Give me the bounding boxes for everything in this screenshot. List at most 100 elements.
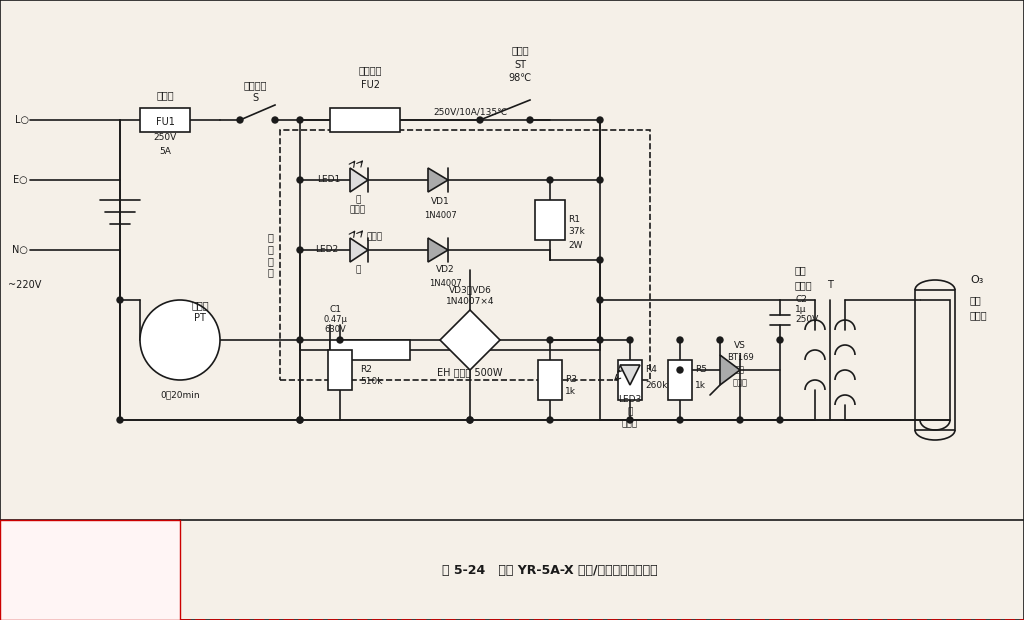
Text: E○: E○ (12, 175, 28, 185)
Text: 单向: 单向 (735, 366, 745, 374)
Text: LED2: LED2 (314, 246, 338, 254)
Bar (330, 108, 400, 132)
Text: T: T (827, 280, 833, 290)
Text: www.ejdz.cn: www.ejdz.cn (67, 570, 114, 580)
Polygon shape (620, 365, 640, 385)
Text: 图 5-24   康洋 YR-5A-X 消毒/温热饮水机电路图: 图 5-24 康洋 YR-5A-X 消毒/温热饮水机电路图 (442, 564, 657, 577)
Circle shape (527, 117, 534, 123)
Circle shape (547, 417, 553, 423)
Circle shape (677, 367, 683, 373)
Text: R1: R1 (568, 216, 580, 224)
Text: 260k: 260k (645, 381, 668, 389)
Text: 2W: 2W (568, 241, 583, 249)
Text: S: S (252, 93, 258, 103)
Text: R5: R5 (695, 366, 707, 374)
Text: 升压: 升压 (795, 265, 807, 275)
Text: 510k: 510k (360, 378, 383, 386)
Text: 放电管: 放电管 (970, 310, 987, 320)
Circle shape (297, 117, 303, 123)
Text: 37k: 37k (568, 228, 585, 236)
Circle shape (297, 337, 303, 343)
Text: 变压器: 变压器 (795, 280, 813, 290)
Text: PT: PT (195, 313, 206, 323)
Text: 1N4007×4: 1N4007×4 (445, 298, 495, 306)
Circle shape (597, 337, 603, 343)
Text: 1N4007: 1N4007 (429, 278, 462, 288)
Text: 1μ: 1μ (795, 306, 807, 314)
Circle shape (140, 300, 220, 380)
Polygon shape (428, 168, 449, 192)
Circle shape (597, 177, 603, 183)
Bar (140, 108, 190, 132)
Polygon shape (350, 168, 368, 192)
Text: O₃: O₃ (970, 275, 983, 285)
Text: 250V/10A/135℃: 250V/10A/135℃ (433, 107, 507, 117)
Text: 1N4007: 1N4007 (424, 211, 457, 219)
Text: 臭氧: 臭氧 (970, 295, 982, 305)
Circle shape (337, 337, 343, 343)
Circle shape (627, 337, 633, 343)
Bar (538, 360, 562, 400)
Text: FU2: FU2 (360, 80, 380, 90)
Text: ST: ST (514, 60, 526, 70)
Circle shape (717, 337, 723, 343)
Circle shape (597, 117, 603, 123)
Circle shape (547, 177, 553, 183)
Bar (668, 360, 692, 400)
Text: C2: C2 (795, 296, 807, 304)
Circle shape (237, 117, 243, 123)
Circle shape (547, 337, 553, 343)
Text: LED3: LED3 (618, 396, 642, 404)
Text: 指
示
灯
板: 指 示 灯 板 (267, 232, 273, 277)
Circle shape (627, 417, 633, 423)
Circle shape (477, 117, 483, 123)
Text: 定时器: 定时器 (191, 300, 209, 310)
Text: 保温灯: 保温灯 (350, 205, 366, 215)
Bar (330, 340, 410, 360)
Circle shape (297, 417, 303, 423)
Circle shape (297, 417, 303, 423)
Text: 红: 红 (355, 265, 360, 275)
Text: L○: L○ (15, 115, 29, 125)
Text: 0～20min: 0～20min (160, 391, 200, 399)
Text: 98℃: 98℃ (508, 73, 531, 83)
Circle shape (117, 417, 123, 423)
Circle shape (597, 297, 603, 303)
Text: EH 加热器 500W: EH 加热器 500W (437, 367, 503, 377)
Text: VS: VS (734, 340, 745, 350)
Text: 消毒灯: 消毒灯 (622, 420, 638, 428)
Text: 黄: 黄 (355, 195, 360, 205)
Text: C1: C1 (329, 306, 341, 314)
Circle shape (597, 257, 603, 263)
Circle shape (777, 337, 783, 343)
Circle shape (297, 247, 303, 253)
Text: R3: R3 (565, 376, 577, 384)
Text: 630V: 630V (325, 326, 346, 335)
Bar (328, 350, 352, 390)
Circle shape (297, 177, 303, 183)
Text: LED1: LED1 (316, 175, 340, 185)
Text: R2: R2 (360, 366, 372, 374)
Text: FU1: FU1 (156, 117, 174, 127)
Text: 5A: 5A (159, 148, 171, 156)
Circle shape (737, 417, 743, 423)
Text: 250V: 250V (154, 133, 176, 143)
Text: BT169: BT169 (727, 353, 754, 361)
Text: 易来自易来东电子: 易来自易来东电子 (72, 546, 109, 554)
Text: 加热灯: 加热灯 (367, 232, 383, 242)
Circle shape (677, 337, 683, 343)
Text: 250V: 250V (795, 316, 818, 324)
Polygon shape (440, 310, 500, 370)
Polygon shape (350, 238, 368, 262)
Bar (535, 200, 565, 240)
Text: ~220V: ~220V (8, 280, 42, 290)
Text: 1k: 1k (565, 388, 575, 397)
Text: R4: R4 (645, 366, 656, 374)
Polygon shape (428, 238, 449, 262)
Text: 熔断器: 熔断器 (157, 90, 174, 100)
Text: 加热开关: 加热开关 (244, 80, 266, 90)
Text: 温控器: 温控器 (511, 45, 528, 55)
Text: 晶闸管: 晶闸管 (732, 378, 748, 388)
Circle shape (467, 417, 473, 423)
Circle shape (467, 417, 473, 423)
